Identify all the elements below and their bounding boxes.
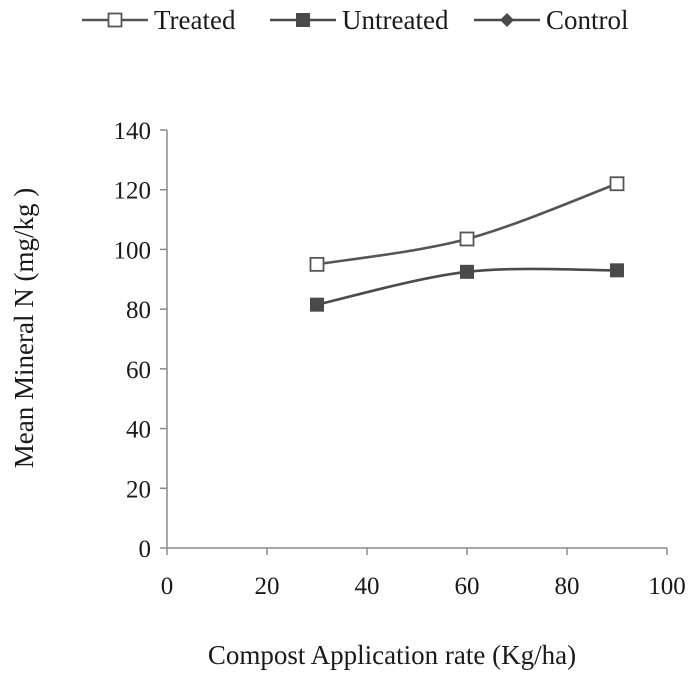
y-tick-label: 20: [126, 476, 151, 503]
x-tick-label: 60: [455, 573, 480, 600]
y-axis-title: Mean Mineral N (mg/kg ): [9, 188, 39, 468]
legend-untreated-marker: [296, 13, 310, 27]
legend: Treated Untreated Control: [82, 5, 629, 35]
treated-data-point: [609, 176, 625, 192]
x-tick-label: 100: [648, 573, 686, 600]
x-tick-label: 80: [555, 573, 580, 600]
y-tick-label: 100: [114, 237, 152, 264]
legend-treated-marker: [107, 12, 123, 28]
legend-treated-label: Treated: [154, 5, 236, 35]
x-tick-label: 40: [355, 573, 380, 600]
untreated-data-point: [460, 264, 474, 279]
y-tick-label: 40: [126, 417, 151, 444]
x-tick-label: 0: [161, 573, 174, 600]
y-tick-label: 140: [114, 118, 152, 145]
y-tick-label: 80: [126, 297, 151, 324]
x-axis-title: Compost Application rate (Kg/ha): [208, 640, 576, 670]
legend-control-label: Control: [546, 5, 629, 35]
axes: 0 20 40 60 80 100 120 140 0 20 40 60 80 100: [114, 118, 686, 600]
untreated-data-point: [310, 297, 324, 312]
treated-series-line: [316, 182, 618, 266]
y-tick-label: 120: [114, 178, 152, 205]
treated-data-point: [309, 256, 325, 272]
treated-data-point: [459, 231, 475, 247]
y-tick-label: 0: [139, 536, 152, 563]
untreated-data-point: [610, 263, 624, 278]
legend-control-marker: [500, 13, 514, 27]
y-tick-label: 60: [126, 357, 151, 384]
plot-area: [309, 176, 625, 312]
x-tick-label: 20: [255, 573, 280, 600]
legend-untreated-label: Untreated: [342, 5, 449, 35]
